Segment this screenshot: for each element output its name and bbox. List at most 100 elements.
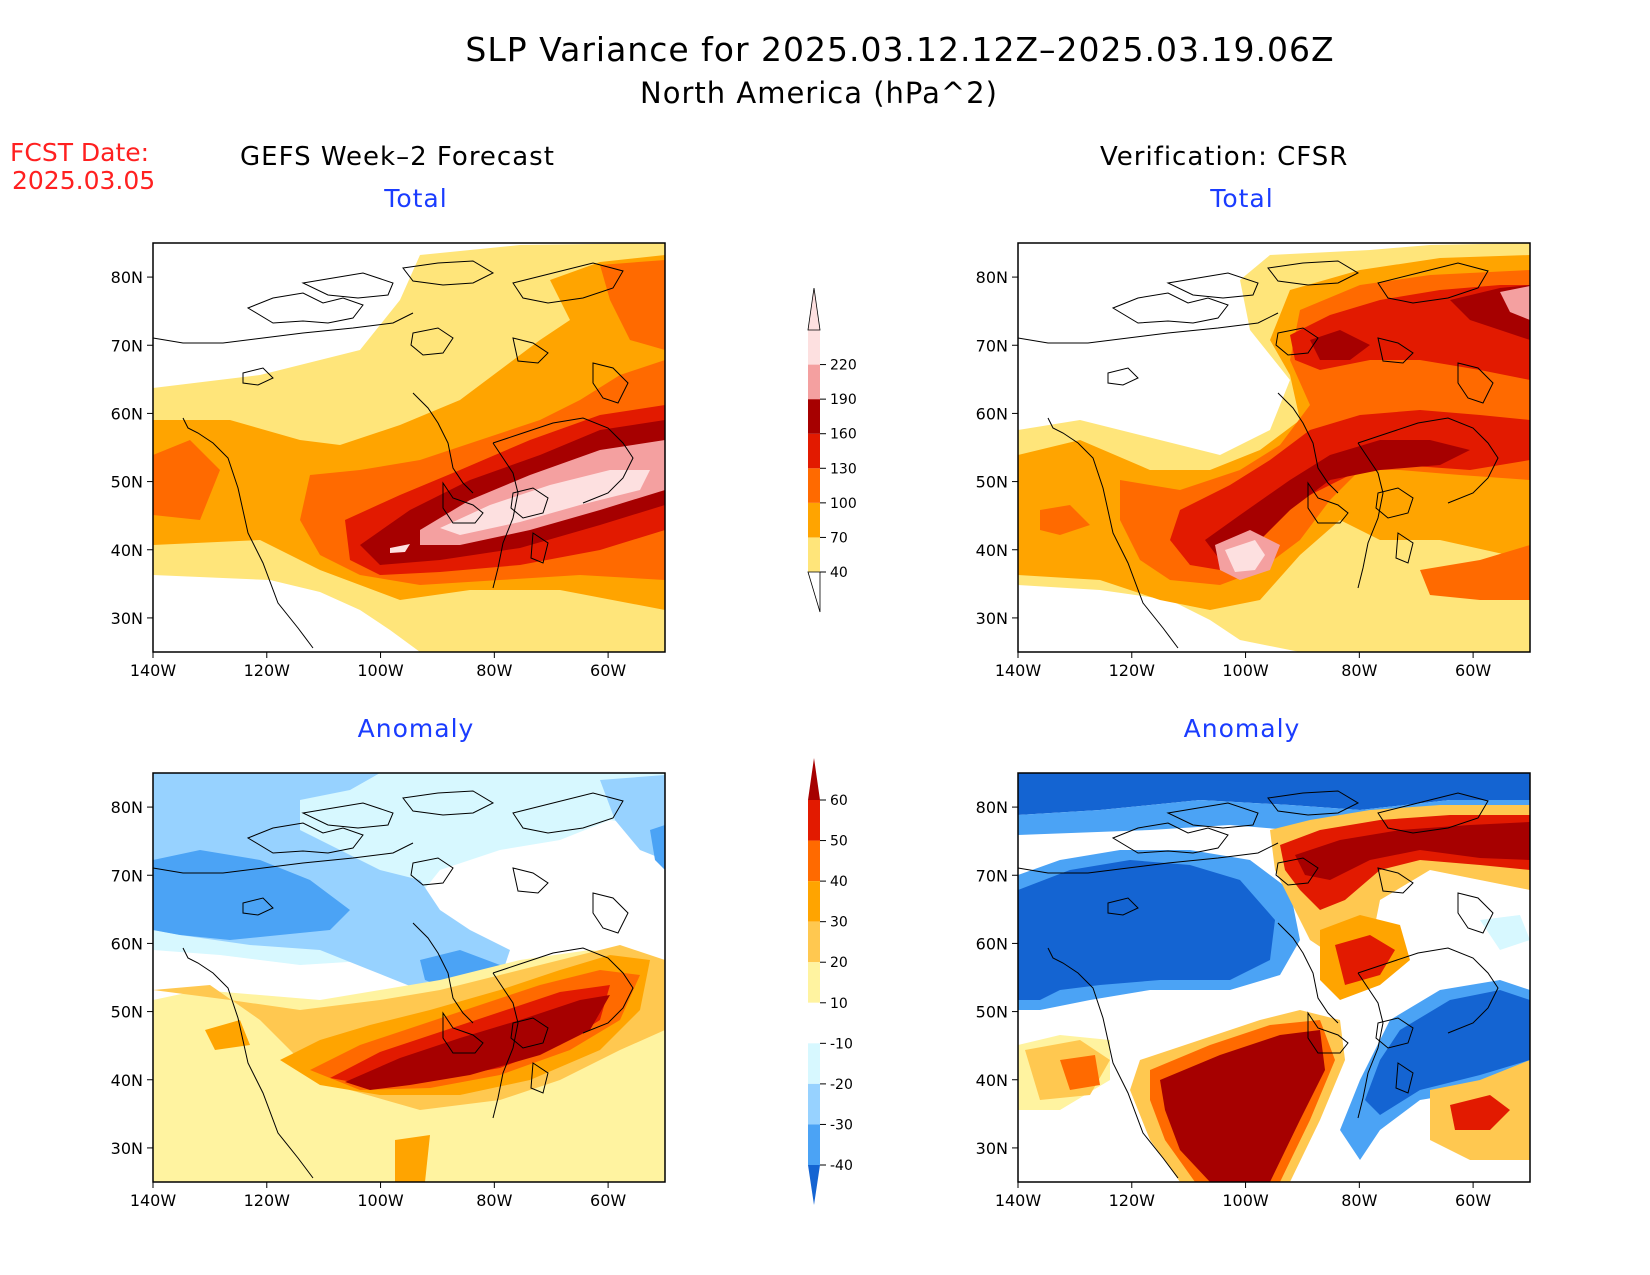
- verification-total-title: Total: [1210, 184, 1274, 213]
- coastline: [1307, 1011, 1349, 1054]
- colorbar-anomaly-swatch: [808, 800, 820, 841]
- map-frame: [1017, 242, 1531, 653]
- verification-column-title: Verification: CFSR: [1100, 142, 1349, 172]
- lon-tick-label: 140W: [995, 1191, 1042, 1210]
- colorbar-total-swatch: [808, 537, 820, 572]
- shade-60-n: [1295, 822, 1530, 880]
- coastline: [1395, 1062, 1414, 1094]
- lat-tick-label: 70N: [976, 336, 1008, 355]
- coastlines: [152, 260, 1499, 1179]
- colorbar-total-label: 40: [830, 565, 848, 581]
- colorbar-anomaly-label: 10: [830, 996, 848, 1012]
- colorbar-anomaly-label: -20: [830, 1077, 853, 1093]
- colorbar-total: 40 70 100 130 160 190 220: [807, 287, 857, 613]
- lon-tick-label: 60W: [590, 661, 626, 680]
- colorbar-anomaly-label: -40: [830, 1158, 853, 1174]
- coastline: [1047, 417, 1179, 649]
- coastline: [242, 897, 274, 916]
- coastline: [530, 532, 549, 564]
- coastline: [510, 1017, 549, 1049]
- colorbar-total-swatch: [808, 399, 820, 434]
- coastline: [1267, 260, 1360, 286]
- coastline: [442, 481, 484, 524]
- coastline: [1357, 972, 1384, 1119]
- lon-tick-label: 100W: [1222, 1191, 1269, 1210]
- coastline: [510, 487, 549, 519]
- coastline: [1107, 897, 1139, 916]
- coastline: [246, 292, 364, 324]
- colorbar-anomaly-label: 20: [830, 955, 848, 971]
- forecast-total-title: Total: [384, 184, 448, 213]
- coastline-group: [152, 790, 634, 1179]
- coastline: [246, 822, 364, 854]
- coastline: [1111, 292, 1229, 324]
- lon-tick-label: 120W: [244, 1191, 291, 1210]
- lat-tick-label: 60N: [111, 934, 143, 953]
- coastline: [410, 857, 454, 886]
- shade-220: [440, 470, 650, 535]
- colorbar-anomaly-bottom-arrow: [808, 1165, 820, 1205]
- coastline: [492, 417, 634, 504]
- coastline: [1275, 327, 1319, 356]
- fcst-date-label: FCST Date:: [10, 138, 150, 167]
- lat-tick-label: 50N: [976, 1003, 1008, 1022]
- verification-anomaly-map: [1018, 773, 1530, 1182]
- lat-tick-label: 40N: [111, 541, 143, 560]
- coastline: [1457, 362, 1494, 404]
- main-subtitle: North America (hPa^2): [640, 76, 998, 110]
- coastline: [1111, 822, 1229, 854]
- colorbar-total-label: 160: [830, 427, 857, 443]
- coastline: [412, 922, 474, 1024]
- coastline: [492, 972, 519, 1119]
- forecast-anomaly-title: Anomaly: [357, 714, 475, 743]
- lat-tick-label: 80N: [111, 268, 143, 287]
- coastline: [1166, 272, 1259, 299]
- coastline: [301, 272, 394, 299]
- colorbar-anomaly-swatch: [808, 962, 820, 1003]
- lon-tick-label: 120W: [1109, 1191, 1156, 1210]
- colorbar-anomaly-swatch: [808, 1083, 820, 1125]
- verification-total-map: [1018, 243, 1530, 652]
- colorbar-total-label: 220: [830, 358, 857, 374]
- lat-tick-label: 40N: [976, 1071, 1008, 1090]
- shade-neg40-w: [1018, 860, 1275, 1000]
- colorbar-anomaly-label: 50: [830, 834, 848, 850]
- coastline: [492, 442, 519, 589]
- coastline: [512, 867, 549, 894]
- coastline: [1377, 792, 1489, 834]
- shade-160-n: [1310, 330, 1370, 360]
- coastline: [1277, 922, 1339, 1024]
- coastline: [530, 1062, 549, 1094]
- coastline: [182, 947, 314, 1179]
- colorbar-total-swatch: [808, 468, 820, 503]
- colorbar-anomaly-swatch: [808, 921, 820, 963]
- lon-tick-label: 120W: [244, 661, 291, 680]
- colorbar-total-bottom-arrow: [807, 571, 821, 613]
- lon-tick-label: 140W: [995, 661, 1042, 680]
- coastline-group: [152, 260, 634, 649]
- colorbar-total-label: 70: [830, 530, 848, 546]
- colorbar-anomaly-swatch: [808, 881, 820, 922]
- coastline: [1166, 802, 1259, 829]
- lat-tick-label: 60N: [976, 404, 1008, 423]
- map-frame: [152, 772, 666, 1183]
- lon-tick-label: 80W: [476, 661, 512, 680]
- coastline: [1377, 262, 1489, 304]
- lat-tick-label: 40N: [976, 541, 1008, 560]
- shade-100-w: [153, 440, 220, 520]
- lat-tick-label: 80N: [976, 268, 1008, 287]
- colorbar-total-label: 130: [830, 461, 857, 477]
- colorbar-total-label: 100: [830, 496, 857, 512]
- shade-190-small: [390, 544, 410, 553]
- coastline: [512, 337, 549, 364]
- lon-tick-label: 120W: [1109, 661, 1156, 680]
- shade-60-c: [1160, 1030, 1325, 1182]
- colorbar-anomaly-label: -10: [830, 1036, 853, 1052]
- shade-100-sw: [1040, 505, 1090, 535]
- coastline: [1017, 312, 1279, 344]
- lat-tick-label: 40N: [111, 1071, 143, 1090]
- lat-tick-label: 50N: [976, 473, 1008, 492]
- colorbar-total-label: 190: [830, 392, 857, 408]
- coastline: [402, 790, 495, 816]
